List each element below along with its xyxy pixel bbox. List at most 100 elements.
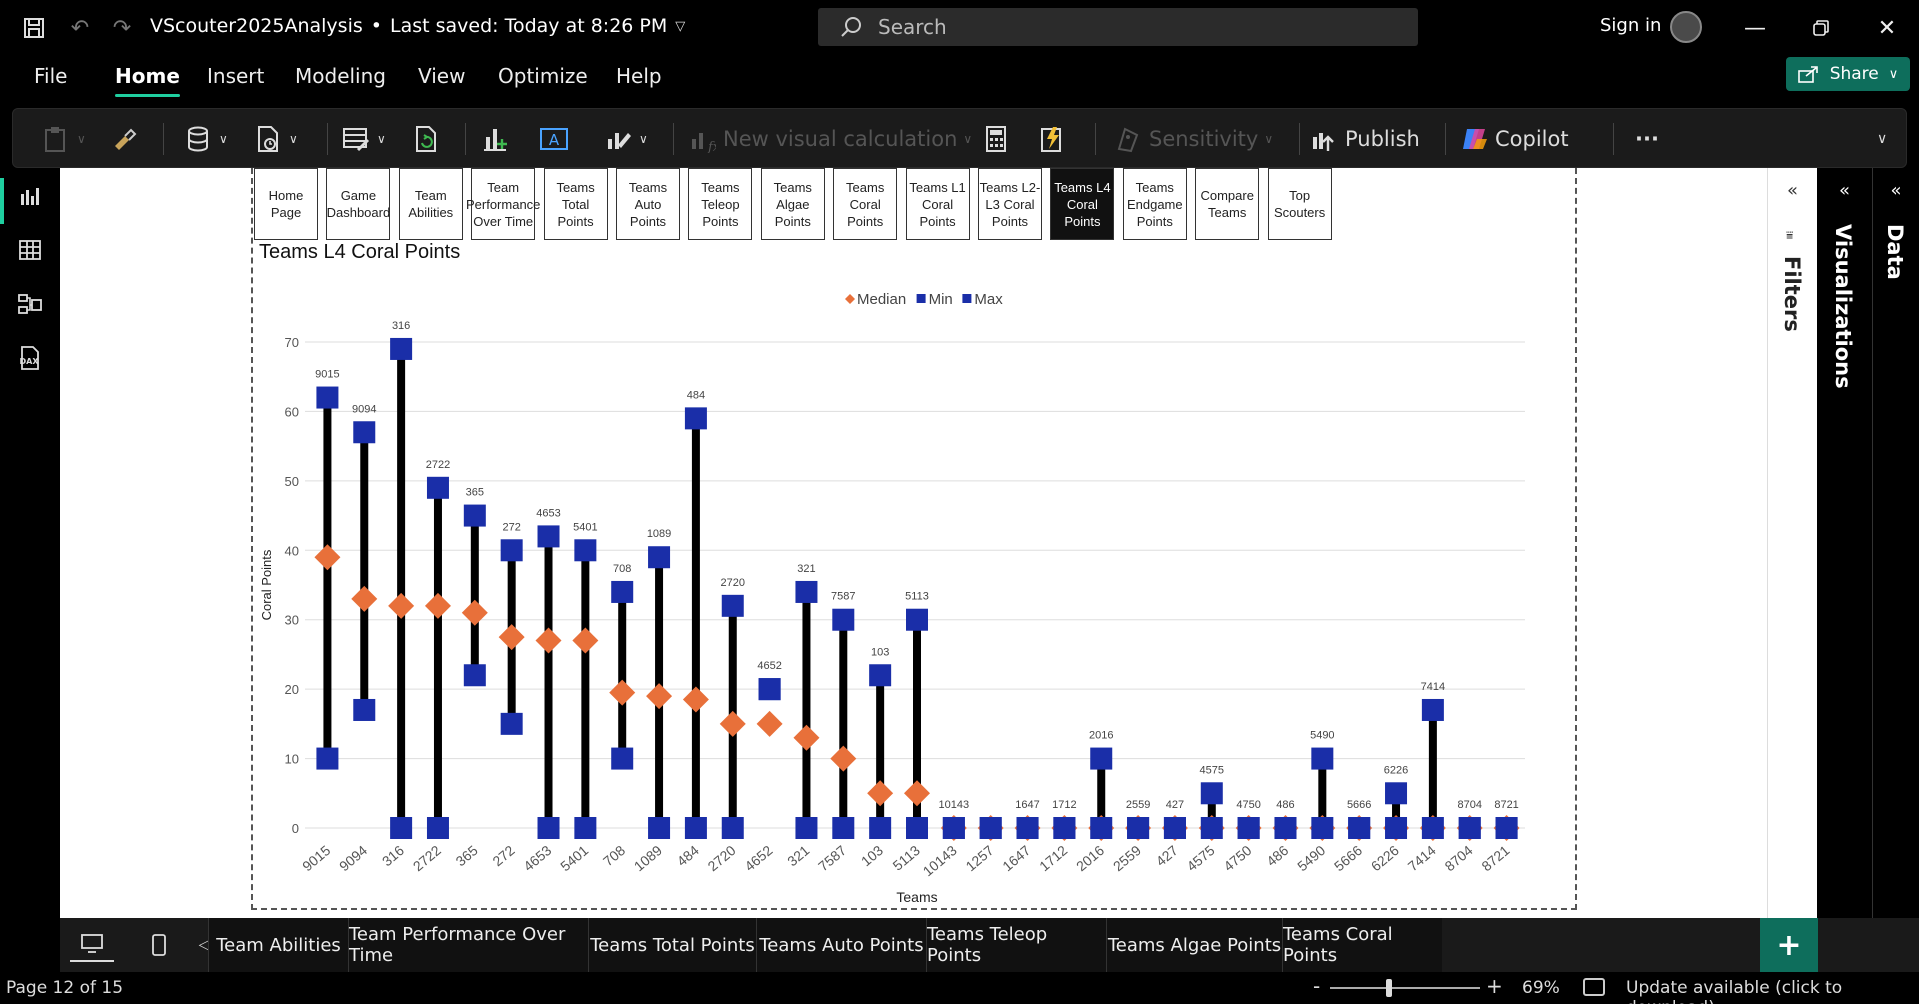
visualizations-pane[interactable]: « Visualizations xyxy=(1817,168,1872,918)
sensitivity-button[interactable]: Sensitivity ∨ xyxy=(1113,121,1273,157)
recent-sources-button[interactable]: ∨ xyxy=(253,121,298,157)
data-label: 7414 xyxy=(1421,681,1445,693)
menu-help[interactable]: Help xyxy=(616,64,662,88)
scroll-tabs-left-icon[interactable]: ◁ xyxy=(198,937,210,953)
zoom-in-button[interactable]: + xyxy=(1486,974,1503,998)
nav-button-teams-l1-coral-points[interactable]: Teams L1 Coral Points xyxy=(905,168,970,240)
page-tab-teams-auto-points[interactable]: Teams Auto Points xyxy=(756,918,926,972)
paste-button[interactable]: ∨ xyxy=(41,121,86,157)
publish-button[interactable]: Publish xyxy=(1309,121,1420,157)
table-view-icon[interactable] xyxy=(14,234,46,266)
nav-button-teams-coral-points[interactable]: Teams Coral Points xyxy=(833,168,898,240)
x-tick-label: 365 xyxy=(453,842,481,869)
nav-button-teams-l4-coral-points[interactable]: Teams L4 Coral Points xyxy=(1050,168,1115,240)
more-visuals-button[interactable]: ∨ xyxy=(603,121,648,157)
page-tab-teams-algae-points[interactable]: Teams Algae Points xyxy=(1106,918,1282,972)
menu-file[interactable]: File xyxy=(34,64,68,88)
search-box[interactable]: Search xyxy=(818,8,1418,46)
restore-icon[interactable] xyxy=(1801,10,1841,46)
transform-data-button[interactable]: ∨ xyxy=(341,121,386,157)
menu-insert[interactable]: Insert xyxy=(207,64,265,88)
legend-item[interactable]: Min xyxy=(916,291,953,308)
legend-item[interactable]: Max xyxy=(962,291,1003,308)
menu-home[interactable]: Home xyxy=(115,64,180,97)
database-icon xyxy=(183,124,213,154)
save-icon[interactable] xyxy=(18,12,50,44)
collapse-ribbon-icon[interactable]: ∨ xyxy=(1877,131,1888,147)
zoom-out-button[interactable]: - xyxy=(1313,974,1321,998)
nav-button-teams-auto-points[interactable]: Teams Auto Points xyxy=(616,168,680,240)
data-label: 4750 xyxy=(1236,799,1260,811)
nav-button-teams-total-points[interactable]: Teams Total Points xyxy=(543,168,608,240)
page-tab-team-performance-over-time[interactable]: Team Performance Over Time xyxy=(348,918,588,972)
share-button[interactable]: Share ∨ xyxy=(1786,57,1910,91)
y-tick-label: 70 xyxy=(285,335,299,350)
update-available-link[interactable]: Update available (click to download) xyxy=(1626,978,1843,1004)
add-page-button[interactable]: + xyxy=(1760,918,1818,972)
fit-to-page-icon[interactable] xyxy=(1583,978,1605,996)
data-pane[interactable]: « Data xyxy=(1872,168,1919,918)
l4-coral-points-chart[interactable]: 0 10 20 30 40 50 60 70 Coral Points Teams Median Mi… xyxy=(253,258,1575,908)
nav-button-team-abilities[interactable]: Team Abilities xyxy=(398,168,463,240)
zoom-slider[interactable] xyxy=(1330,979,1480,997)
mobile-layout-icon[interactable] xyxy=(144,928,174,962)
nav-button-game-dashboard[interactable]: Game Dashboard xyxy=(326,168,391,240)
sign-in-link[interactable]: Sign in xyxy=(1600,15,1662,36)
document-title[interactable]: VScouter2025Analysis • Last saved: Today… xyxy=(150,15,686,37)
page-tab-teams-coral-points[interactable]: Teams Coral Points xyxy=(1282,918,1442,972)
menu-view[interactable]: View xyxy=(418,64,466,88)
nav-button-home-page[interactable]: Home Page xyxy=(254,168,318,240)
copilot-button[interactable]: Copilot xyxy=(1459,121,1569,157)
nav-button-teams-endgame-points[interactable]: Teams Endgame Points xyxy=(1122,168,1187,240)
legend-item[interactable]: Median xyxy=(845,291,906,308)
max-point xyxy=(1348,817,1371,839)
report-view-icon[interactable] xyxy=(14,180,46,212)
median-point xyxy=(351,585,378,612)
avatar[interactable] xyxy=(1670,11,1702,43)
max-point xyxy=(1127,817,1150,839)
undo-icon[interactable]: ↶ xyxy=(70,15,90,41)
ribbon: ∨ ∨ ∨ ∨ A ∨ fx New visual c xyxy=(12,108,1907,168)
refresh-button[interactable] xyxy=(411,121,441,157)
minimize-icon[interactable]: — xyxy=(1744,15,1766,41)
format-painter-button[interactable] xyxy=(109,121,139,157)
dax-query-view-icon[interactable]: DAX xyxy=(14,342,46,374)
redo-icon[interactable]: ↷ xyxy=(112,15,132,41)
menu-modeling[interactable]: Modeling xyxy=(295,64,386,88)
menu-optimize[interactable]: Optimize xyxy=(498,64,588,88)
close-icon[interactable]: ✕ xyxy=(1877,15,1897,41)
get-data-button[interactable]: ∨ xyxy=(183,121,228,157)
max-point xyxy=(1090,747,1113,770)
expand-visualizations-icon[interactable]: « xyxy=(1838,180,1850,201)
page-tab-teams-total-points[interactable]: Teams Total Points xyxy=(588,918,756,972)
zoom-slider-thumb[interactable] xyxy=(1385,979,1392,997)
page-tab-team-abilities[interactable]: Team Abilities xyxy=(208,918,348,972)
filters-pane[interactable]: « ⩸ Filters xyxy=(1767,168,1817,918)
nav-button-teams-algae-points[interactable]: Teams Algae Points xyxy=(760,168,825,240)
page-tab-teams-teleop-points[interactable]: Teams Teleop Points xyxy=(926,918,1106,972)
chevron-down-icon[interactable]: ▽ xyxy=(675,18,686,34)
expand-filters-icon[interactable]: « xyxy=(1786,180,1798,201)
nav-button-compare-teams[interactable]: Compare Teams xyxy=(1195,168,1260,240)
x-tick-label: 484 xyxy=(674,842,702,869)
expand-data-icon[interactable]: « xyxy=(1890,180,1902,201)
clipboard-icon xyxy=(41,124,71,154)
new-visual-calculation-button[interactable]: fx New visual calculation ∨ xyxy=(687,121,972,157)
median-point xyxy=(388,592,415,619)
x-tick-label: 5113 xyxy=(890,842,924,874)
nav-button-team-performance-over-time[interactable]: Team Performance Over Time xyxy=(466,168,540,240)
desktop-layout-icon[interactable] xyxy=(70,928,114,962)
nav-button-teams-teleop-points[interactable]: Teams Teleop Points xyxy=(688,168,753,240)
quick-measure-button[interactable] xyxy=(1037,121,1067,157)
model-view-icon[interactable] xyxy=(14,288,46,320)
more-options-button[interactable]: ··· xyxy=(1635,127,1659,151)
data-label: 486 xyxy=(1276,799,1294,811)
y-tick-label: 60 xyxy=(285,404,299,419)
nav-button-top-scouters[interactable]: Top Scouters xyxy=(1267,168,1332,240)
nav-button-teams-l2-l3-coral-points[interactable]: Teams L2-L3 Coral Points xyxy=(978,168,1042,240)
text-box-button[interactable]: A xyxy=(539,121,569,157)
new-visual-button[interactable] xyxy=(481,121,511,157)
new-measure-button[interactable] xyxy=(981,121,1011,157)
x-tick-label: 1712 xyxy=(1036,842,1070,874)
